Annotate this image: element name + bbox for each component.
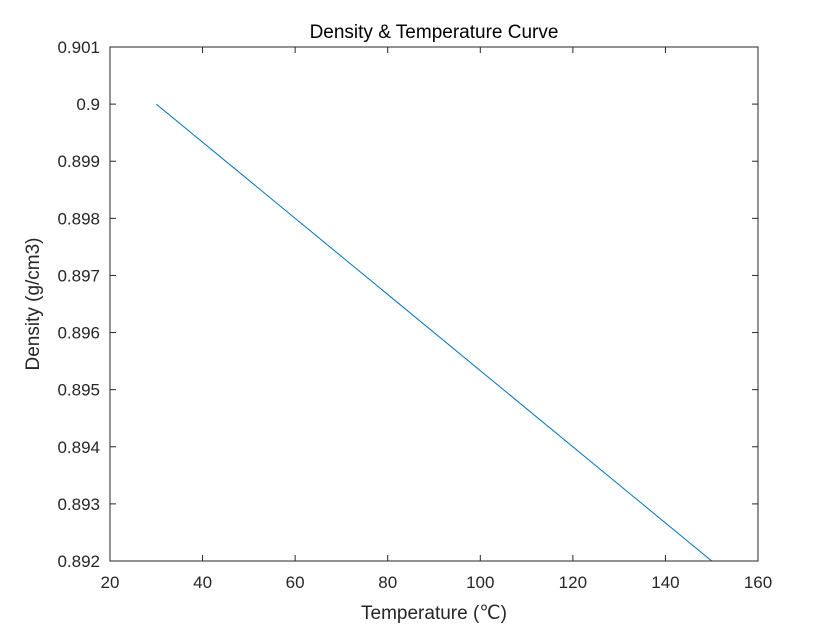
y-tick-label: 0.9 <box>76 95 100 114</box>
y-tick-label: 0.894 <box>57 438 100 457</box>
x-tick-label: 60 <box>286 573 305 592</box>
x-tick-label: 80 <box>378 573 397 592</box>
plot-frame <box>109 46 759 562</box>
tick-layer: 20 40 60 80 100 120 140 160 0.892 0.893 0.894 0.895… <box>57 38 772 592</box>
series-layer <box>155 103 713 562</box>
y-axis-label: Density (g/cm3) <box>23 237 44 370</box>
y-tick-label: 0.899 <box>57 152 100 171</box>
x-tick-label: 140 <box>651 573 679 592</box>
series-line-0 <box>155 103 713 562</box>
x-axis-label: Temperature (℃) <box>361 603 507 624</box>
x-tick-label: 160 <box>744 573 772 592</box>
y-tick-label: 0.896 <box>57 324 100 343</box>
y-tick-label: 0.893 <box>57 495 100 514</box>
x-tick-label: 100 <box>466 573 494 592</box>
y-tick-label: 0.895 <box>57 381 100 400</box>
y-tick-label: 0.897 <box>57 266 100 285</box>
chart-title: Density & Temperature Curve <box>310 22 559 43</box>
y-tick-label: 0.898 <box>57 209 100 228</box>
y-tick-label: 0.892 <box>57 552 100 571</box>
x-tick-label: 20 <box>101 573 120 592</box>
x-tick-label: 40 <box>193 573 212 592</box>
y-tick-label: 0.901 <box>57 38 100 57</box>
x-tick-label: 120 <box>559 573 587 592</box>
